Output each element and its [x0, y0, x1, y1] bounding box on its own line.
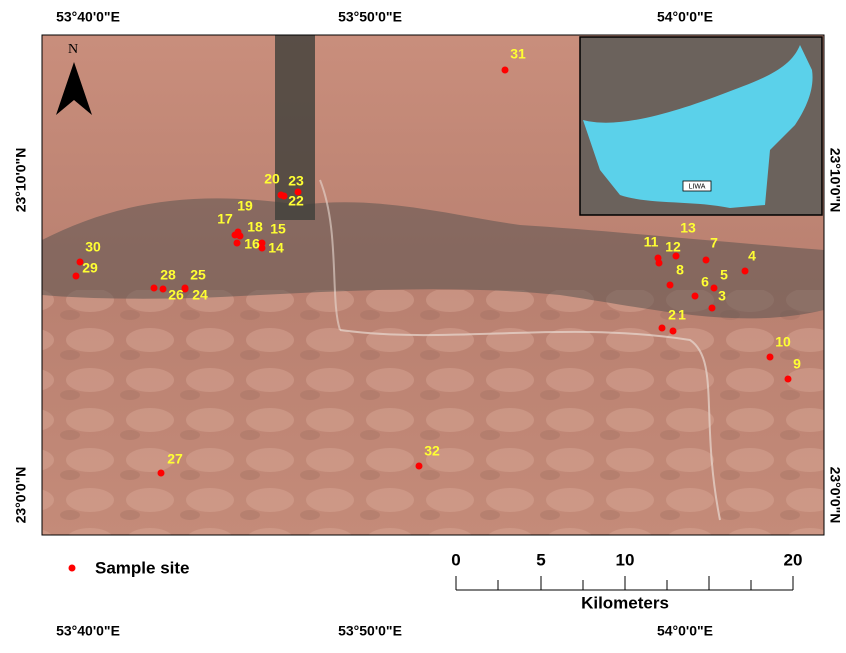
site-label: 29: [82, 260, 98, 276]
site-label: 16: [244, 236, 260, 252]
site-label: 18: [247, 219, 263, 235]
scale-unit: Kilometers: [581, 593, 669, 612]
sample-site: [666, 281, 674, 289]
sample-site: [280, 192, 288, 200]
latitude-label: 23°0'0"N: [827, 467, 843, 524]
inset-map: LIWA: [579, 36, 823, 216]
sample-site: [72, 272, 80, 280]
site-label: 14: [268, 240, 284, 256]
sample-site: [233, 239, 241, 247]
sample-site: [181, 284, 189, 292]
site-label: 5: [720, 267, 728, 283]
sample-site: [784, 375, 792, 383]
sample-site: [710, 284, 718, 292]
site-label: 6: [701, 274, 709, 290]
site-label: 20: [264, 171, 280, 187]
longitude-label: 53°40'0"E: [56, 623, 120, 639]
longitude-label: 54°0'0"E: [657, 623, 713, 639]
longitude-label: 53°40'0"E: [56, 9, 120, 25]
sample-site: [658, 324, 666, 332]
north-arrow: N: [56, 42, 92, 115]
site-label: 31: [510, 46, 526, 62]
site-label: 17: [217, 211, 233, 227]
site-label: 10: [775, 334, 791, 350]
site-label: 30: [85, 239, 101, 255]
latitude-label: 23°0'0"N: [13, 467, 29, 524]
site-label: 9: [793, 356, 801, 372]
sample-site: [234, 228, 242, 236]
site-label: 8: [676, 262, 684, 278]
site-label: 11: [644, 234, 659, 250]
site-label: 27: [167, 451, 183, 467]
longitude-label: 53°50'0"E: [338, 623, 402, 639]
site-label: 1: [678, 307, 686, 323]
site-label: 3: [718, 288, 726, 304]
site-label: 23: [288, 173, 304, 189]
sample-site: [766, 353, 774, 361]
sample-site: [691, 292, 699, 300]
sample-site: [76, 258, 84, 266]
sample-site: [501, 66, 509, 74]
scale-tick-label: 0: [451, 550, 460, 569]
sample-site: [159, 285, 167, 293]
inset-label: LIWA: [689, 183, 706, 190]
sample-site: [672, 252, 680, 260]
scale-tick-label: 20: [784, 550, 803, 569]
site-label: 15: [270, 221, 286, 237]
sample-site: [150, 284, 158, 292]
site-label: 7: [710, 235, 718, 251]
longitude-label: 54°0'0"E: [657, 9, 713, 25]
north-label: N: [68, 42, 78, 57]
site-label: 26: [168, 287, 184, 303]
site-label: 4: [748, 248, 756, 264]
site-label: 2: [668, 307, 676, 323]
sample-site: [669, 327, 677, 335]
sample-site: [415, 462, 423, 470]
site-label: 25: [190, 267, 206, 283]
sample-site: [708, 304, 716, 312]
scale-tick-label: 10: [616, 550, 635, 569]
site-label: 13: [680, 220, 696, 236]
scale-bar: Kilometers 0 5 10 20: [451, 550, 802, 612]
site-label: 19: [237, 198, 253, 214]
legend-label: Sample site: [95, 558, 190, 577]
site-label: 22: [288, 193, 304, 209]
latitude-label: 23°10'0"N: [827, 148, 843, 213]
sample-site: [258, 239, 266, 247]
sample-site: [702, 256, 710, 264]
sample-site: [258, 244, 266, 252]
sample-site: [294, 188, 302, 196]
sample-site: [157, 469, 165, 477]
sample-site: [741, 267, 749, 275]
site-label: 24: [192, 287, 208, 303]
sample-site: [655, 259, 663, 267]
latitude-label: 23°10'0"N: [13, 148, 29, 213]
site-label: 32: [424, 443, 440, 459]
site-label: 12: [665, 239, 681, 255]
longitude-label: 53°50'0"E: [338, 9, 402, 25]
scale-tick-label: 5: [536, 550, 545, 569]
legend: Sample site: [68, 558, 190, 577]
site-label: 28: [160, 267, 176, 283]
